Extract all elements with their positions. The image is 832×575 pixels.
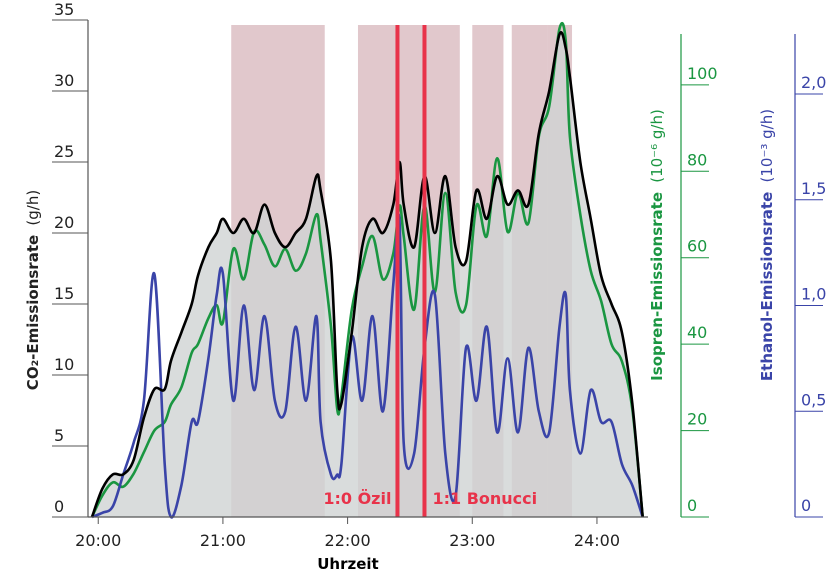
x-tick-label: 23:00 bbox=[449, 531, 495, 550]
x-tick-label: 20:00 bbox=[75, 531, 121, 550]
co2-axis-title-unit: (g/h) bbox=[24, 190, 42, 226]
isopren-tick-label: 60 bbox=[687, 237, 707, 256]
ethanol-tick-label: 0,5 bbox=[801, 390, 826, 409]
co2-axis-title-main: CO₂-Emissionsrate bbox=[24, 235, 42, 390]
isopren-axis-title: Isopren-Emissionsrate (10⁻⁶ g/h) bbox=[648, 109, 666, 381]
ethanol-tick-label: 1,5 bbox=[801, 179, 826, 198]
co2-area-fill bbox=[92, 32, 643, 517]
co2-tick-label: 10 bbox=[54, 355, 74, 374]
x-tick-label: 21:00 bbox=[200, 531, 246, 550]
isopren-tick-label: 100 bbox=[687, 64, 718, 83]
isopren-tick-label: 20 bbox=[687, 410, 707, 429]
isopren-tick-label: 40 bbox=[687, 323, 707, 342]
co2-axis-title: CO₂-Emissionsrate (g/h) bbox=[24, 190, 42, 390]
isopren-axis-title-main: Isopren-Emissionsrate bbox=[648, 192, 666, 381]
event-label-1: 1:0 Özil bbox=[323, 489, 391, 508]
ethanol-axis-title-main: Ethanol-Emissionsrate bbox=[758, 192, 776, 381]
co2-tick-label: 30 bbox=[54, 71, 74, 90]
co2-tick-label: 25 bbox=[54, 142, 74, 161]
ethanol-tick-label: 2,0 bbox=[801, 73, 826, 92]
co2-line bbox=[90, 31, 644, 518]
ethanol-axis-title: Ethanol-Emissionsrate (10⁻³ g/h) bbox=[758, 109, 776, 381]
axes: 0 5 10 15 20 25 30 35 20:00 21:00 22:00 23:00 24:00 0… bbox=[52, 0, 826, 550]
series-lines bbox=[90, 21, 644, 519]
x-tick-label: 22:00 bbox=[325, 531, 371, 550]
co2-area bbox=[92, 32, 643, 517]
x-tick-label: 24:00 bbox=[574, 531, 620, 550]
co2-tick-label: 35 bbox=[54, 0, 74, 19]
ethanol-axis-title-unit: (10⁻³ g/h) bbox=[758, 109, 776, 183]
isopren-tick-label: 0 bbox=[687, 496, 697, 515]
ethanol-tick-label: 0 bbox=[801, 496, 811, 515]
event-markers bbox=[395, 25, 427, 517]
x-axis-title: Uhrzeit bbox=[317, 555, 378, 573]
co2-tick-label: 5 bbox=[54, 426, 64, 445]
co2-tick-label: 0 bbox=[54, 497, 64, 516]
co2-tick-label: 15 bbox=[54, 284, 74, 303]
ethanol-line bbox=[91, 212, 644, 519]
co2-tick-label: 20 bbox=[54, 213, 74, 232]
isopren-tick-label: 80 bbox=[687, 150, 707, 169]
isopren-line bbox=[90, 21, 644, 518]
event-label-2: 1:1 Bonucci bbox=[432, 489, 537, 508]
ethanol-tick-label: 1,0 bbox=[801, 285, 826, 304]
event-labels: 1:0 Özil 1:1 Bonucci bbox=[323, 489, 537, 508]
isopren-axis-title-unit: (10⁻⁶ g/h) bbox=[648, 109, 666, 183]
